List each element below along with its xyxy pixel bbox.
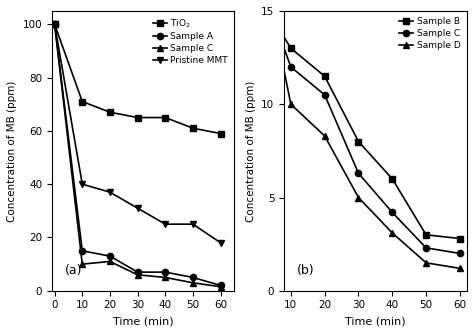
Sample B bbox=[288, 46, 294, 50]
Sample C bbox=[218, 285, 223, 289]
Line: Sample D: Sample D bbox=[271, 17, 463, 271]
TiO$_2$ bbox=[163, 116, 168, 120]
Sample B bbox=[390, 177, 395, 181]
TiO$_2$ bbox=[52, 22, 57, 26]
Pristine MMT bbox=[135, 206, 140, 210]
Sample D bbox=[423, 261, 429, 265]
Sample B bbox=[356, 140, 361, 144]
Sample D bbox=[457, 266, 463, 270]
Sample C bbox=[356, 171, 361, 175]
Sample C bbox=[423, 246, 429, 250]
Sample D bbox=[356, 195, 361, 199]
Sample C bbox=[52, 22, 57, 26]
TiO$_2$ bbox=[190, 126, 196, 130]
Y-axis label: Concentration of MB (ppm): Concentration of MB (ppm) bbox=[246, 80, 255, 221]
Sample D bbox=[288, 102, 294, 106]
Sample C bbox=[390, 210, 395, 214]
Sample C bbox=[163, 275, 168, 279]
Legend: Sample B, Sample C, Sample D: Sample B, Sample C, Sample D bbox=[398, 15, 462, 52]
TiO$_2$ bbox=[135, 116, 140, 120]
Sample D bbox=[322, 134, 328, 138]
Pristine MMT bbox=[52, 22, 57, 26]
Line: Sample A: Sample A bbox=[52, 21, 224, 289]
Sample C bbox=[457, 251, 463, 255]
Line: Sample C: Sample C bbox=[52, 21, 224, 290]
Sample A bbox=[135, 270, 140, 274]
TiO$_2$ bbox=[80, 100, 85, 104]
Line: Pristine MMT: Pristine MMT bbox=[52, 21, 224, 246]
Sample B bbox=[322, 74, 328, 78]
TiO$_2$ bbox=[107, 110, 113, 114]
Pristine MMT bbox=[190, 222, 196, 226]
Sample B bbox=[457, 236, 463, 240]
Text: (b): (b) bbox=[297, 264, 314, 277]
Line: Sample C: Sample C bbox=[271, 17, 463, 257]
Sample B bbox=[423, 233, 429, 237]
Sample A bbox=[163, 270, 168, 274]
Sample D bbox=[271, 18, 277, 22]
Sample A bbox=[80, 249, 85, 253]
Sample A bbox=[190, 275, 196, 279]
Line: TiO$_2$: TiO$_2$ bbox=[52, 21, 224, 137]
Sample C bbox=[135, 273, 140, 277]
Sample C bbox=[107, 259, 113, 263]
Legend: TiO$_2$, Sample A, Sample C, Pristine MMT: TiO$_2$, Sample A, Sample C, Pristine MM… bbox=[152, 15, 230, 67]
Sample C bbox=[271, 18, 277, 22]
TiO$_2$ bbox=[218, 132, 223, 136]
Sample D bbox=[390, 231, 395, 235]
Sample C bbox=[190, 281, 196, 285]
Pristine MMT bbox=[218, 241, 223, 245]
Pristine MMT bbox=[80, 182, 85, 186]
X-axis label: Time (min): Time (min) bbox=[345, 316, 406, 326]
Y-axis label: Concentration of MB (ppm): Concentration of MB (ppm) bbox=[7, 80, 17, 221]
Pristine MMT bbox=[163, 222, 168, 226]
Sample C bbox=[288, 65, 294, 69]
Text: (a): (a) bbox=[64, 264, 82, 277]
Pristine MMT bbox=[107, 190, 113, 194]
Line: Sample B: Sample B bbox=[271, 17, 463, 242]
Sample C bbox=[322, 93, 328, 97]
Sample B bbox=[271, 18, 277, 22]
Sample A bbox=[52, 22, 57, 26]
X-axis label: Time (min): Time (min) bbox=[113, 316, 173, 326]
Sample C bbox=[80, 262, 85, 266]
Sample A bbox=[218, 283, 223, 287]
Sample A bbox=[107, 254, 113, 258]
